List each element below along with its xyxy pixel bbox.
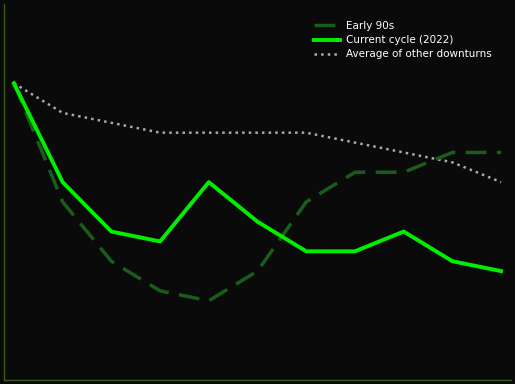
Legend: Early 90s, Current cycle (2022), Average of other downturns: Early 90s, Current cycle (2022), Average… xyxy=(310,17,495,64)
